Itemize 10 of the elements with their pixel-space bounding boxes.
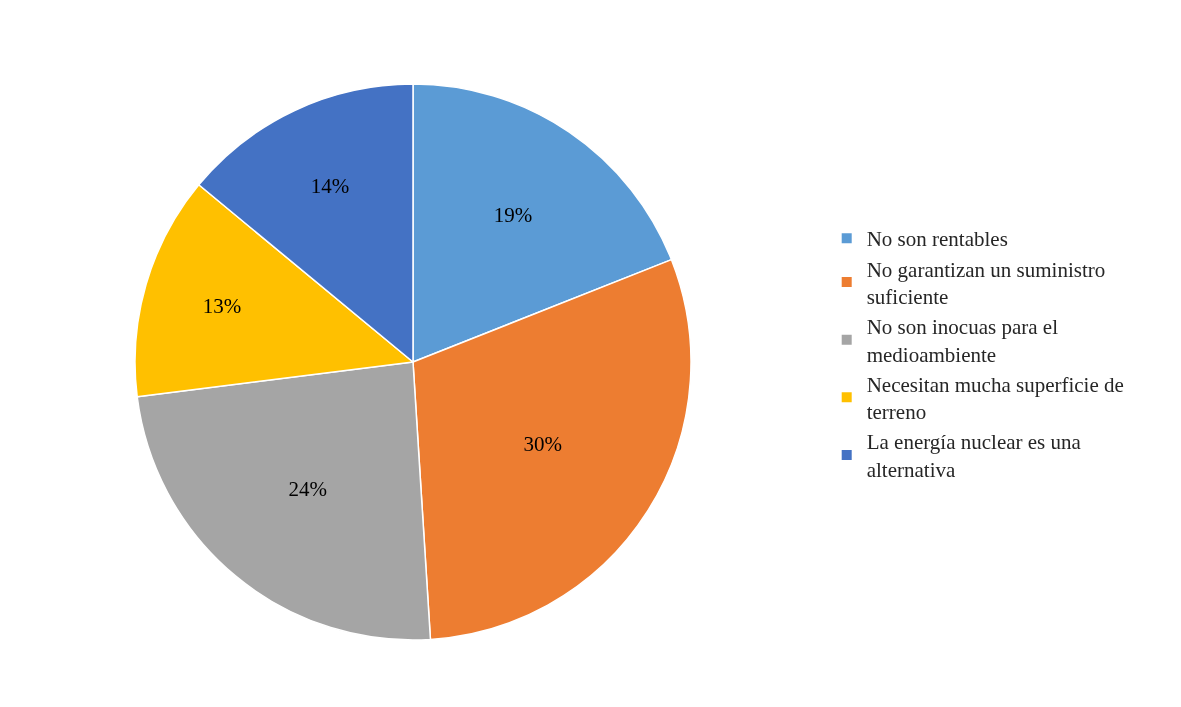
legend-label: No son inocuas para el medioambiente [866, 315, 1059, 367]
legend-label: No son rentables [866, 227, 1008, 252]
data-label: 14% [310, 173, 350, 198]
data-label: 13% [202, 294, 242, 319]
data-label: 30% [523, 432, 562, 457]
legend-label: No garantizan un suministro suficiente [866, 257, 1106, 309]
data-label: 24% [288, 477, 328, 502]
data-label: 19% [493, 202, 533, 227]
legend-label: La energía nuclear es una alternativa [866, 430, 1082, 482]
legend-label: Necesitan mucha superficie de terreno [866, 372, 1124, 425]
